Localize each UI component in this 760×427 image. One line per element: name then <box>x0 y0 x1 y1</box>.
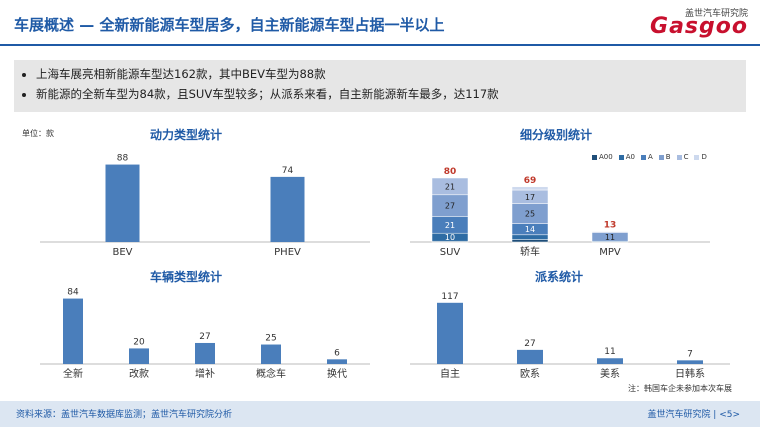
data-label: 27 <box>199 332 210 342</box>
segment-label: 10 <box>445 233 455 242</box>
segment-label: 25 <box>525 210 535 219</box>
gasgoo-logo: 盖世汽车研究院 Gasgoo <box>638 6 748 40</box>
footer-org: 盖世汽车研究院 | <5> <box>647 410 740 420</box>
summary-bullet: 新能源的全新车型为84款，且SUV车型较多；从派系来看，自主新能源新车最多，达1… <box>36 84 746 104</box>
segment-legend: A00 A0 A B C D <box>592 153 707 161</box>
x-tick-label: SUV <box>440 247 461 258</box>
bar <box>261 344 281 364</box>
stacked-segment <box>431 177 469 196</box>
summary-bullet: 上海车展亮相新能源车型达162款，其中BEV车型为88款 <box>36 64 746 84</box>
x-tick-label: 换代 <box>327 367 347 380</box>
bar <box>195 342 215 364</box>
total-label: 69 <box>524 176 537 186</box>
segment-chart: 10 21 27 21 80 SUV 14 25 17 69 轿车 11 13 MPV <box>410 167 710 258</box>
stacked-segment <box>511 186 549 191</box>
legend-item: B <box>658 153 671 161</box>
chart-title-vehicle-type: 车辆类型统计 <box>150 270 223 284</box>
x-tick-label: BEV <box>112 247 132 258</box>
x-tick-label: 全新 <box>63 367 83 380</box>
x-tick-label: 美系 <box>600 367 620 380</box>
bar <box>677 360 703 364</box>
chart-title-power: 动力类型统计 <box>150 128 223 142</box>
bar <box>63 298 83 364</box>
vehicle-type-chart: 84 全新 20 改款 27 增补 25 概念车 6 换代 <box>40 288 370 380</box>
data-label: 74 <box>282 166 294 176</box>
bar <box>129 348 149 364</box>
data-label: 20 <box>133 337 145 347</box>
x-tick-label: 改款 <box>129 367 149 380</box>
data-label: 27 <box>524 339 535 349</box>
bar <box>270 176 305 242</box>
title-divider <box>0 44 760 46</box>
legend-item: A <box>640 153 653 161</box>
legend-item: D <box>694 153 707 161</box>
total-label: 80 <box>444 167 457 177</box>
unit-label: 单位：款 <box>22 129 54 138</box>
bar <box>597 358 623 364</box>
bar <box>327 359 347 364</box>
stacked-segment <box>591 231 629 233</box>
origin-chart: 117 自主 27 欧系 11 美系 7 日韩系 <box>410 292 730 380</box>
x-tick-label: MPV <box>599 247 621 258</box>
stacked-segment <box>511 234 549 240</box>
data-label: 7 <box>687 349 693 359</box>
bar <box>105 164 140 242</box>
segment-label: 21 <box>445 221 455 230</box>
legend-item: A00 <box>592 153 613 161</box>
footer-bar: 资料来源：盖世汽车数据库监测；盖世汽车研究院分析 盖世汽车研究院 | <5> <box>0 401 760 427</box>
summary-box: 上海车展亮相新能源车型达162款，其中BEV车型为88款 新能源的全新车型为84… <box>14 60 746 112</box>
x-tick-label: 日韩系 <box>675 367 705 380</box>
legend-item: A0 <box>618 153 635 161</box>
data-label: 117 <box>441 292 458 302</box>
x-tick-label: 欧系 <box>520 368 540 380</box>
x-tick-label: PHEV <box>274 247 301 258</box>
bar <box>517 349 543 364</box>
segment-label: 27 <box>445 202 455 211</box>
chart-title-segment: 细分级别统计 <box>520 128 593 142</box>
x-tick-label: 概念车 <box>256 367 286 380</box>
data-label: 25 <box>265 334 276 344</box>
chart-title-origin: 派系统计 <box>535 270 584 284</box>
x-tick-label: 轿车 <box>520 245 540 258</box>
total-label: 13 <box>604 221 617 231</box>
source-text: 资料来源：盖世汽车数据库监测；盖世汽车研究院分析 <box>16 410 233 420</box>
data-label: 84 <box>67 288 79 298</box>
x-tick-label: 增补 <box>195 367 215 380</box>
segment-label: 11 <box>605 233 615 242</box>
segment-label: 21 <box>445 182 455 191</box>
data-label: 6 <box>334 348 340 358</box>
data-label: 11 <box>604 347 615 357</box>
segment-label: 17 <box>525 193 535 202</box>
segment-label: 14 <box>525 225 535 234</box>
page-title: 车展概述 — 全新新能源车型居多，自主新能源车型占据一半以上 <box>14 16 445 34</box>
x-tick-label: 自主 <box>440 367 460 380</box>
stacked-segment <box>511 239 549 243</box>
logo-cn-text: 盖世汽车研究院 <box>684 9 748 19</box>
power-type-chart: 88 BEV 74 PHEV <box>40 154 370 258</box>
bar <box>437 302 463 364</box>
data-label: 88 <box>117 154 129 164</box>
logo-en-text: Gasgoo <box>650 14 748 39</box>
legend-item: C <box>676 153 688 161</box>
footnote: 注：韩国车企未参加本次车展 <box>628 384 732 393</box>
